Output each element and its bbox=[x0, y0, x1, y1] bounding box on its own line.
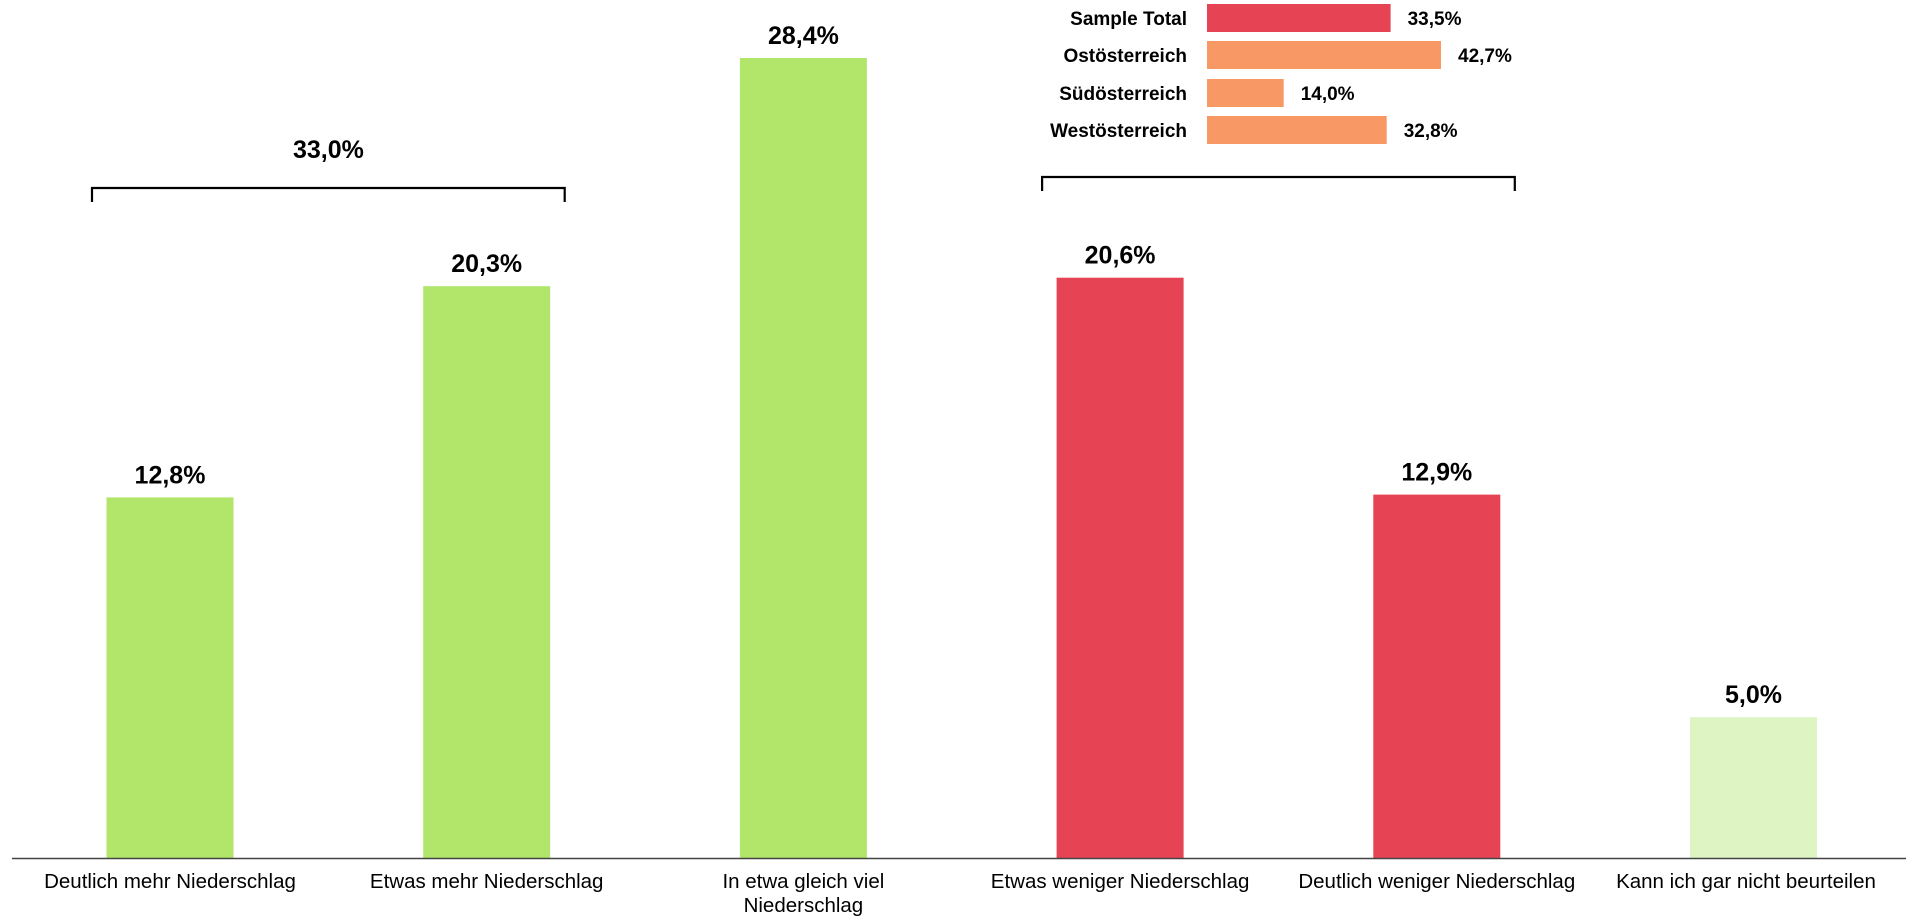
inset-category-label-2: Südösterreich bbox=[1059, 84, 1187, 105]
bar-2 bbox=[739, 58, 867, 858]
category-label-0: Deutlich mehr Niederschlag bbox=[44, 870, 296, 893]
bar-value-label-2: 28,4% bbox=[768, 22, 839, 50]
inset-bar-0 bbox=[1207, 4, 1391, 32]
category-label-2: In etwa gleich viel Niederschlag bbox=[722, 870, 885, 918]
category-label-5: Kann ich gar nicht beurteilen bbox=[1616, 870, 1876, 893]
inset-bar-2 bbox=[1207, 79, 1284, 107]
inset-bar-3 bbox=[1207, 116, 1387, 144]
main-bar-chart bbox=[106, 58, 1817, 858]
bar-value-label-1: 20,3% bbox=[451, 250, 522, 278]
inset-category-label-1: Ostösterreich bbox=[1063, 46, 1187, 67]
inset-category-label-3: Westösterreich bbox=[1050, 121, 1187, 142]
group-bracket-label-0: 33,0% bbox=[293, 136, 364, 164]
category-label-1: Etwas mehr Niederschlag bbox=[369, 870, 604, 893]
bar-value-label-0: 12,8% bbox=[135, 461, 206, 489]
inset-category-label-0: Sample Total bbox=[1070, 9, 1187, 30]
bar-0 bbox=[106, 497, 234, 858]
inset-value-label-3: 32,8% bbox=[1404, 121, 1458, 142]
bar-value-label-5: 5,0% bbox=[1725, 681, 1782, 709]
region-inset-chart: Sample Total 33,5% Ostösterreich 42,7% Südös… bbox=[1050, 4, 1512, 144]
inset-value-label-0: 33,5% bbox=[1408, 9, 1462, 30]
inset-bar-1 bbox=[1207, 41, 1441, 69]
category-label-4: Deutlich weniger Niederschlag bbox=[1298, 870, 1576, 893]
group-brackets: 33,0% bbox=[90, 136, 1516, 202]
bar-1 bbox=[423, 286, 551, 858]
category-label-3: Etwas weniger Niederschlag bbox=[990, 870, 1250, 893]
bar-value-label-3: 20,6% bbox=[1085, 242, 1156, 270]
group-bracket-1 bbox=[1041, 175, 1516, 191]
bar-4 bbox=[1373, 494, 1501, 858]
bar-value-label-4: 12,9% bbox=[1401, 459, 1472, 487]
group-bracket-0 bbox=[90, 186, 566, 202]
bar-5 bbox=[1690, 717, 1817, 858]
inset-value-label-1: 42,7% bbox=[1458, 46, 1512, 67]
inset-value-label-2: 14,0% bbox=[1301, 84, 1355, 105]
main-value-labels: 12,8% 20,3% 28,4% 20,6% 12,9% 5,0% bbox=[135, 22, 1782, 709]
bar-3 bbox=[1056, 277, 1184, 858]
